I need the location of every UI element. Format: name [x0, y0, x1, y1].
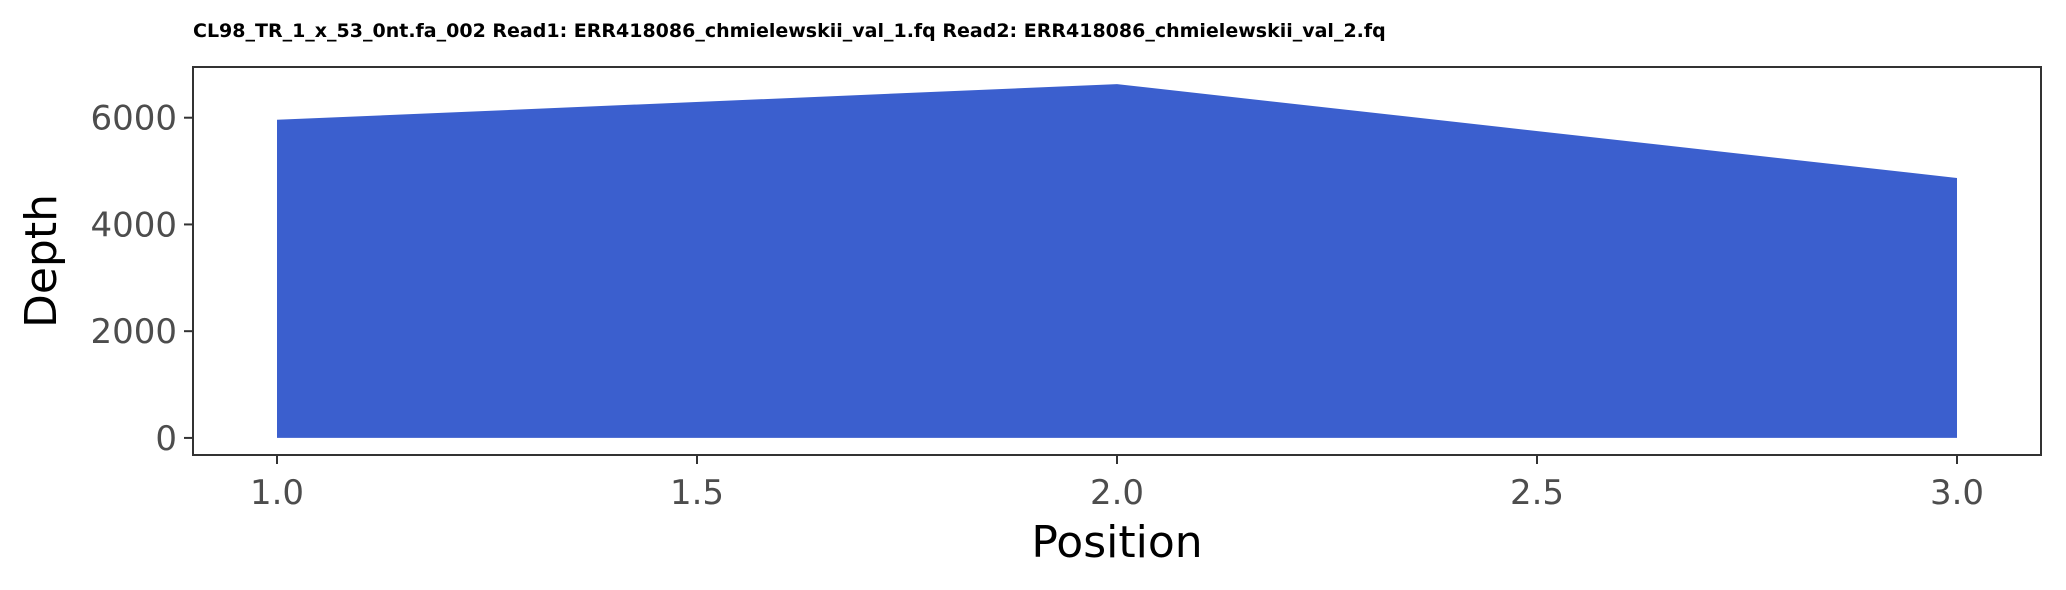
area-layer	[277, 84, 1957, 438]
x-axis: 1.0 1.5 2.0 2.5 3.0	[250, 455, 1984, 513]
y-tick-label: 2000	[90, 312, 177, 352]
y-tick-label: 0	[155, 419, 177, 459]
x-tick-label: 2.5	[1510, 473, 1564, 513]
x-tick-label: 3.0	[1930, 473, 1984, 513]
y-axis-title: Depth	[16, 194, 67, 328]
series-area-0	[277, 84, 1957, 438]
y-tick-label: 6000	[90, 99, 177, 139]
x-tick-label: 2.0	[1090, 473, 1144, 513]
y-axis: 0 2000 4000 6000	[90, 99, 193, 459]
y-tick-label: 4000	[90, 205, 177, 245]
x-tick-label: 1.0	[250, 473, 304, 513]
x-tick-label: 1.5	[670, 473, 724, 513]
x-axis-title: Position	[1031, 517, 1202, 568]
chart-title: CL98_TR_1_x_53_0nt.fa_002 Read1: ERR4180…	[193, 20, 1386, 42]
